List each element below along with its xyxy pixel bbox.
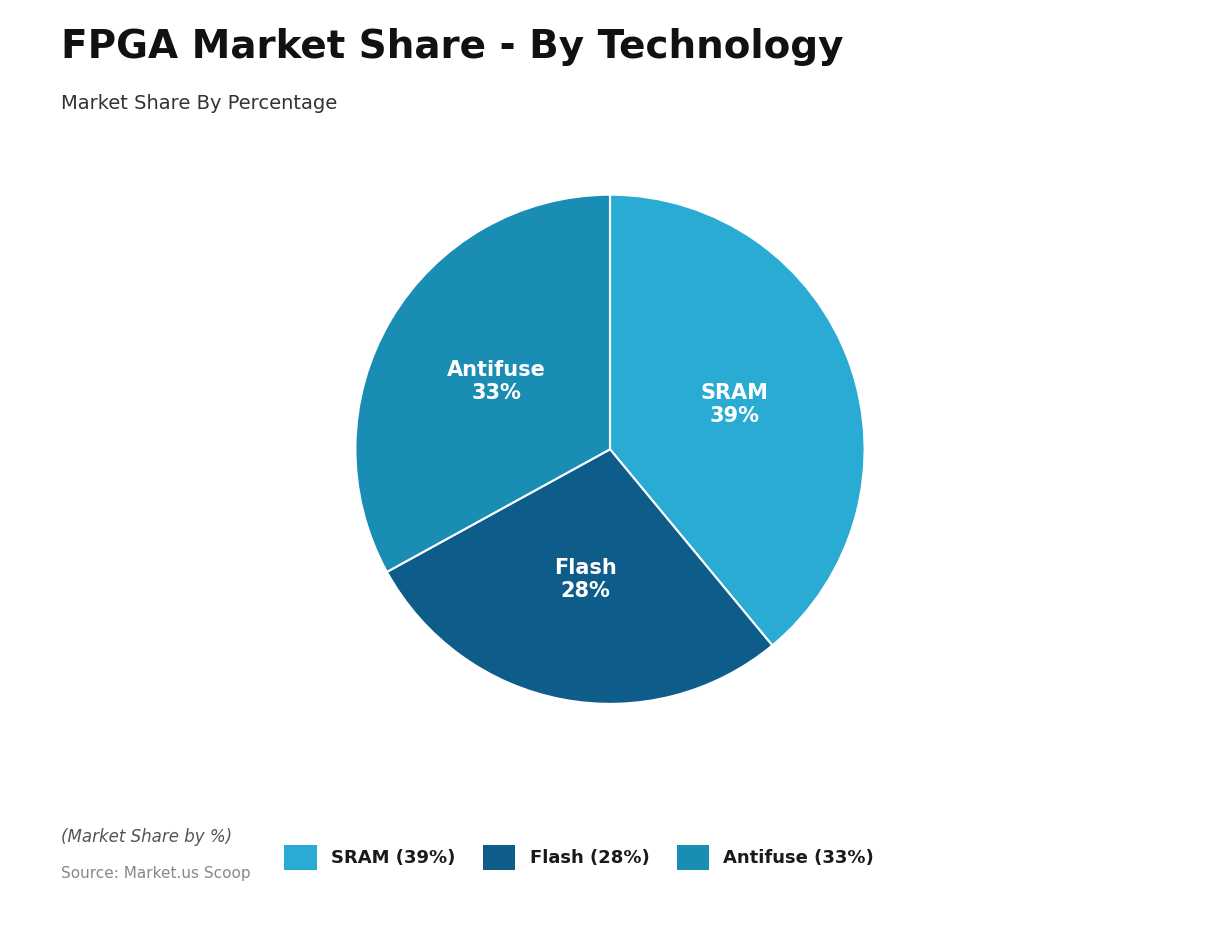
Wedge shape bbox=[610, 195, 865, 646]
Text: Source: Market.us Scoop: Source: Market.us Scoop bbox=[61, 866, 250, 881]
Text: Market Share By Percentage: Market Share By Percentage bbox=[61, 94, 337, 112]
Text: Antifuse
33%: Antifuse 33% bbox=[447, 360, 545, 403]
Wedge shape bbox=[387, 449, 772, 704]
Text: SRAM
39%: SRAM 39% bbox=[700, 383, 769, 426]
Text: (Market Share by %): (Market Share by %) bbox=[61, 828, 232, 846]
Legend: SRAM (39%), Flash (28%), Antifuse (33%): SRAM (39%), Flash (28%), Antifuse (33%) bbox=[276, 836, 883, 880]
Text: FPGA Market Share - By Technology: FPGA Market Share - By Technology bbox=[61, 28, 843, 66]
Text: Flash
28%: Flash 28% bbox=[554, 558, 616, 601]
Wedge shape bbox=[355, 195, 610, 572]
